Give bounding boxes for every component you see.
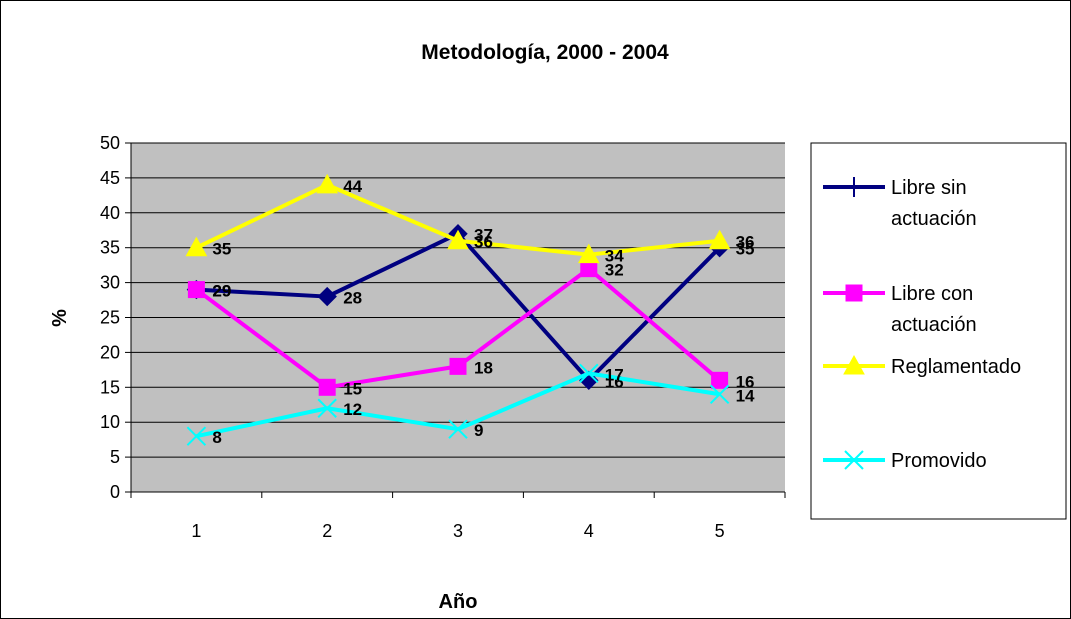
data-label: 28 xyxy=(343,289,362,308)
legend-label: actuación xyxy=(891,208,977,230)
x-tick-label: 4 xyxy=(584,521,594,541)
data-label: 44 xyxy=(343,177,362,196)
legend-label: actuación xyxy=(891,314,977,336)
y-tick-label: 45 xyxy=(100,168,120,188)
y-axis-label: % xyxy=(49,309,71,327)
data-label: 29 xyxy=(212,282,231,301)
data-point xyxy=(708,229,731,250)
legend-marker xyxy=(843,354,865,375)
x-axis-label: Año xyxy=(439,591,478,613)
data-point xyxy=(187,281,205,299)
data-label: 36 xyxy=(736,233,755,252)
chart-title: Metodología, 2000 - 2004 xyxy=(421,41,669,64)
data-point xyxy=(709,384,730,404)
data-label: 29 xyxy=(212,282,231,301)
legend-label: Libre con xyxy=(891,283,973,305)
legend-entry: Promovido xyxy=(823,450,987,472)
data-label: 35 xyxy=(212,240,231,259)
y-tick-label: 50 xyxy=(100,133,120,153)
y-tick-label: 15 xyxy=(100,377,120,397)
y-tick-label: 10 xyxy=(100,412,120,432)
y-tick-label: 25 xyxy=(100,308,120,328)
data-point xyxy=(186,426,207,446)
data-label: 16 xyxy=(736,372,755,391)
data-point xyxy=(317,398,337,418)
data-point xyxy=(448,419,468,439)
y-tick-label: 30 xyxy=(100,273,120,293)
x-tick-label: 3 xyxy=(453,521,463,541)
data-label: 17 xyxy=(605,365,624,384)
data-label: 35 xyxy=(736,240,755,259)
data-label: 37 xyxy=(474,226,493,245)
legend-label: Libre sin xyxy=(891,177,967,199)
y-tick-label: 20 xyxy=(100,342,120,362)
data-label: 8 xyxy=(212,428,221,447)
data-label: 12 xyxy=(343,400,362,419)
y-tick-label: 35 xyxy=(100,238,120,258)
data-point xyxy=(447,229,469,250)
y-tick-label: 40 xyxy=(100,203,120,223)
data-label: 32 xyxy=(605,261,624,280)
legend-label: Reglamentado xyxy=(891,356,1021,378)
data-label: 36 xyxy=(474,233,493,252)
data-point xyxy=(317,286,337,307)
y-tick-label: 0 xyxy=(110,482,120,502)
x-tick-label: 2 xyxy=(322,521,332,541)
legend-entry: Libre sin actuación xyxy=(823,177,977,230)
data-point xyxy=(579,363,599,384)
legend-marker xyxy=(844,177,864,197)
data-point xyxy=(577,243,600,264)
x-tick-label: 1 xyxy=(191,521,201,541)
data-point xyxy=(316,173,339,194)
y-tick-label: 5 xyxy=(110,447,120,467)
data-point xyxy=(318,378,336,396)
data-label: 34 xyxy=(605,247,624,266)
data-point xyxy=(449,357,467,375)
data-label: 9 xyxy=(474,421,483,440)
legend-marker xyxy=(845,284,863,302)
legend-entry: Libre con actuación xyxy=(823,283,977,336)
legend-marker xyxy=(844,450,864,470)
data-point xyxy=(185,236,208,257)
x-tick-label: 5 xyxy=(715,521,725,541)
legend-box xyxy=(810,142,1067,520)
legend-label: Promovido xyxy=(891,450,987,472)
data-label: 15 xyxy=(343,379,362,398)
data-point xyxy=(711,371,729,389)
legend: Libre sin actuación Libre con actuación Regl… xyxy=(810,142,1067,520)
legend-entry: Reglamentado xyxy=(823,354,1021,378)
data-label: 14 xyxy=(736,386,755,405)
data-label: 18 xyxy=(474,358,493,377)
